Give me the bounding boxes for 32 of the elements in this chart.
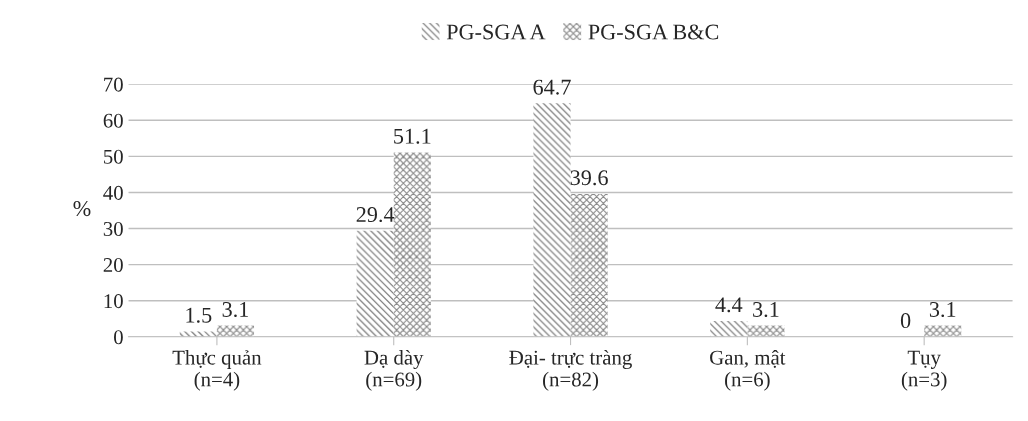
y-tick-label: 50 bbox=[104, 149, 123, 164]
data-label: 3.1 bbox=[753, 302, 779, 318]
bar bbox=[179, 331, 217, 337]
y-tick-label: 60 bbox=[103, 113, 123, 128]
data-label: 3.1 bbox=[929, 302, 956, 318]
data-label: 29.4 bbox=[356, 207, 395, 223]
legend-label: PG-SGA B&C bbox=[588, 24, 719, 40]
bar bbox=[533, 103, 571, 337]
legend-label: PG-SGA A bbox=[446, 24, 546, 40]
data-label: 3.1 bbox=[222, 302, 249, 318]
y-tick-label: 10 bbox=[104, 294, 123, 309]
x-tick-label: Thực quản (n=4) bbox=[172, 349, 262, 391]
x-tick-label: Gan, mật (n=6) bbox=[710, 349, 786, 391]
data-label: 64.7 bbox=[533, 79, 571, 95]
bar bbox=[393, 152, 431, 337]
x-tick-label: Đại- trực tràng (n=82) bbox=[509, 349, 632, 391]
y-tick-label: 70 bbox=[104, 77, 123, 92]
y-tick-label: 40 bbox=[103, 185, 123, 200]
data-label: 39.6 bbox=[570, 170, 608, 186]
data-label: 4.4 bbox=[715, 297, 743, 313]
y-axis-title: % bbox=[73, 201, 91, 217]
y-tick-label: 0 bbox=[114, 330, 123, 345]
y-tick-label: 20 bbox=[103, 258, 123, 273]
bar bbox=[710, 320, 748, 337]
data-label: 1.5 bbox=[186, 307, 212, 323]
data-label: 0 bbox=[900, 313, 911, 329]
data-label: 51.1 bbox=[394, 128, 431, 144]
x-tick-label: Tụy (n=3) bbox=[901, 350, 947, 391]
bar bbox=[570, 193, 608, 337]
y-tick-label: 30 bbox=[103, 221, 123, 236]
x-tick-label: Dạ dày (n=69) bbox=[364, 349, 424, 391]
bar bbox=[356, 230, 394, 337]
